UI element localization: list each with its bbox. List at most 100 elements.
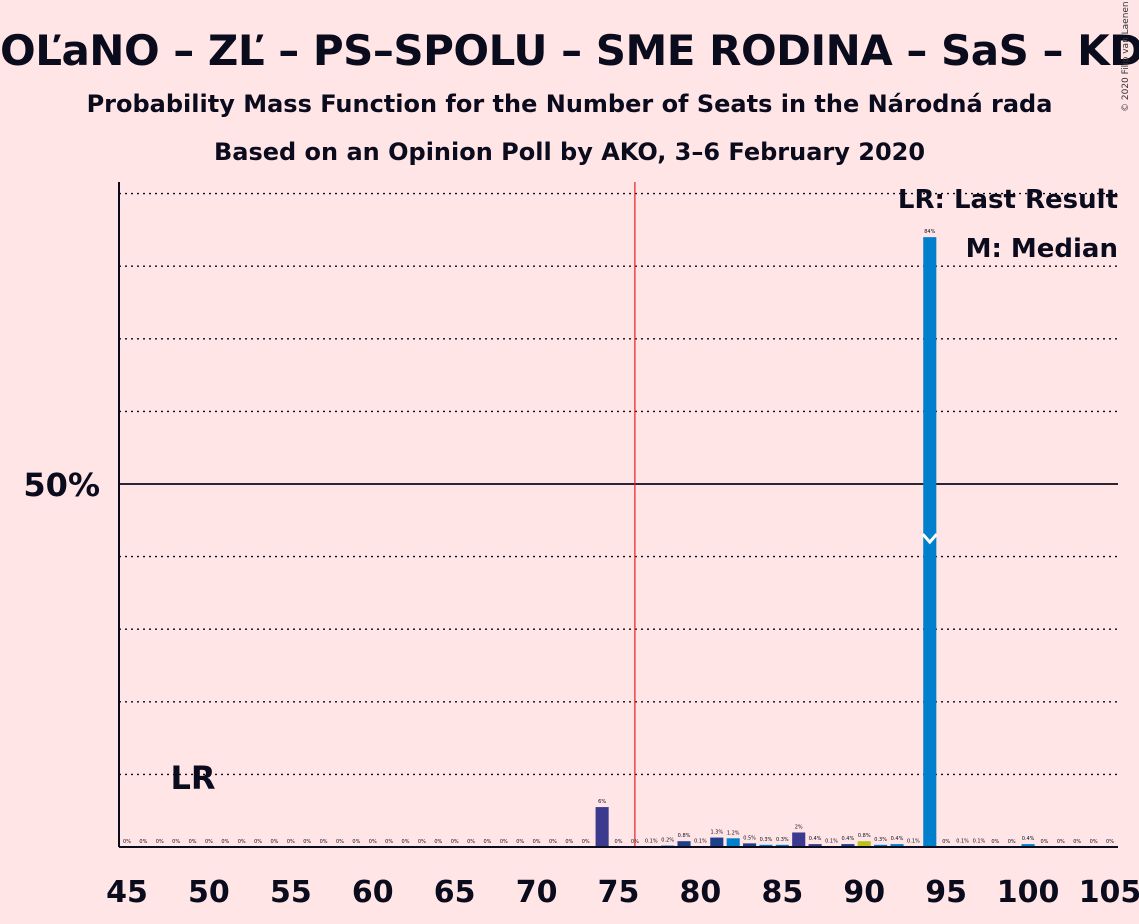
median-marker [921,533,938,545]
bar-label-77: 0.1% [645,838,658,844]
bar-label-70: 0% [533,839,541,845]
bar-label-89: 0.4% [842,836,855,842]
bar-label-93: 0.1% [907,838,920,844]
x-tick-90: 90 [843,875,885,910]
bar-label-53: 0% [254,839,262,845]
bar-label-73: 0% [582,839,590,845]
bar-label-49: 0% [189,839,197,845]
x-tick-80: 80 [680,875,722,910]
bar-label-71: 0% [549,839,557,845]
bar-label-88: 0.1% [825,838,838,844]
bar-79 [677,841,691,847]
bar-label-75: 0% [615,839,623,845]
x-tick-70: 70 [516,875,558,910]
bar-label-72: 0% [565,839,573,845]
bar-label-74: 6% [598,799,606,805]
chart-subtitle-poll: Based on an Opinion Poll by AKO, 3–6 Feb… [213,138,926,166]
bar-label-54: 0% [270,839,278,845]
bar-label-92: 0.4% [891,836,904,842]
bar-label-83: 0.5% [743,835,756,841]
bar-label-64: 0% [434,839,442,845]
bar-85 [775,844,789,847]
chart-subtitle: Probability Mass Function for the Number… [86,90,1053,118]
bar-label-69: 0% [516,839,524,845]
axes: 45 50 55 60 65 70 75 80 85 90 95 100 105 50% [23,182,1139,910]
bar-label-87: 0.4% [809,836,822,842]
y-tick-50: 50% [23,466,100,504]
bar-label-58: 0% [336,839,344,845]
bar-label-67: 0% [483,839,491,845]
bar-label-80: 0.1% [694,838,707,844]
bar-label-101: 0% [1040,839,1048,845]
bar-label-86: 2% [795,824,803,830]
last-result-marker: LR [170,759,215,797]
bar-label-50: 0% [205,839,213,845]
bar-label-97: 0.1% [973,838,986,844]
x-tick-105: 105 [1079,875,1139,910]
bar-label-51: 0% [221,839,229,845]
bars [595,237,1035,847]
bar-label-62: 0% [402,839,410,845]
bar-81 [710,837,724,847]
bar-92 [890,844,904,847]
bar-label-63: 0% [418,839,426,845]
bar-82 [726,838,740,847]
bar-label-100: 0.4% [1022,836,1035,842]
bar-label-98: 0% [991,839,999,845]
bar-label-105: 0% [1106,839,1114,845]
bar-label-66: 0% [467,839,475,845]
bar-label-48: 0% [172,839,180,845]
bar-label-104: 0% [1090,839,1098,845]
chart-title: OĽaNO – ZĽ – PS–SPOLU – SME RODINA – SaS… [0,26,1139,75]
x-tick-55: 55 [270,875,312,910]
x-tick-45: 45 [106,875,148,910]
bar-100 [1021,844,1035,847]
x-tick-75: 75 [598,875,640,910]
bar-label-47: 0% [156,839,164,845]
x-tick-100: 100 [997,875,1060,910]
bar-83 [743,843,757,847]
bar-label-91: 0.3% [874,837,887,843]
x-tick-95: 95 [925,875,967,910]
bar-label-60: 0% [369,839,377,845]
bar-label-82: 1.2% [727,830,740,836]
bar-label-78: 0.2% [661,838,674,844]
bar-label-52: 0% [238,839,246,845]
legend-last-result: LR: Last Result [898,185,1118,215]
bar-labels: 0% 0% 0% 0% 0% 0% 0% 0% 0% 0% 0% 0% 0% 0% 0% 0% 0% 0% 0% 0%… [123,229,1114,845]
x-tick-50: 50 [188,875,230,910]
bar-label-45: 0% [123,839,131,845]
bar-label-68: 0% [500,839,508,845]
x-tick-60: 60 [352,875,394,910]
bar-label-99: 0% [1008,839,1016,845]
grid-lines [119,192,1118,776]
bar-label-81: 1.3% [710,830,723,836]
bar-label-59: 0% [352,839,360,845]
x-tick-85: 85 [761,875,803,910]
bar-label-94: 84% [924,229,935,235]
bar-label-90: 0.8% [858,833,871,839]
bar-91 [874,844,888,847]
bar-label-96: 0.1% [956,838,969,844]
bar-74 [595,807,609,847]
bar-label-95: 0% [942,839,950,845]
bar-label-103: 0% [1073,839,1081,845]
bar-87 [808,844,822,847]
x-tick-65: 65 [434,875,476,910]
bar-label-79: 0.8% [678,833,691,839]
legend-median: M: Median [966,234,1118,264]
bar-label-61: 0% [385,839,393,845]
bar-label-65: 0% [451,839,459,845]
bar-label-46: 0% [139,839,147,845]
bar-90 [857,841,871,847]
bar-label-85: 0.3% [776,837,789,843]
bar-89 [841,844,855,847]
bar-84 [759,844,773,847]
bar-label-57: 0% [320,839,328,845]
bar-label-84: 0.3% [760,837,773,843]
bar-label-102: 0% [1057,839,1065,845]
bar-label-55: 0% [287,839,295,845]
bar-label-56: 0% [303,839,311,845]
bar-86 [792,832,806,847]
